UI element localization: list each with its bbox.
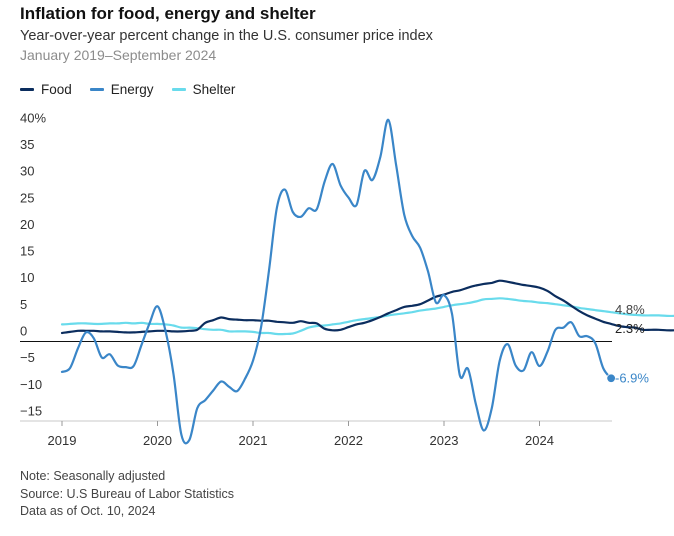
legend: Food Energy Shelter — [20, 82, 235, 97]
legend-item-energy: Energy — [89, 82, 154, 97]
x-tick-label: 2021 — [239, 433, 268, 448]
legend-swatch-energy — [89, 88, 104, 91]
y-tick-label: 35 — [20, 137, 34, 152]
footer-asof: Data as of Oct. 10, 2024 — [20, 504, 156, 518]
x-tick-label: 2023 — [430, 433, 459, 448]
y-tick-label: 5 — [20, 297, 27, 312]
series-line-food — [60, 279, 674, 335]
legend-swatch-food — [20, 88, 34, 91]
y-tick-label: 10 — [20, 270, 34, 285]
end-label-energy: -6.9% — [615, 370, 649, 385]
x-tick-label: 2024 — [525, 433, 554, 448]
y-tick-label: 30 — [20, 164, 34, 179]
y-tick-label: −15 — [20, 403, 42, 418]
y-tick-label: 15 — [20, 244, 34, 259]
legend-label-food: Food — [41, 82, 72, 97]
footer: Note: Seasonally adjusted Source: U.S Bu… — [20, 468, 234, 521]
y-tick-label: 40% — [20, 110, 46, 125]
end-label-shelter: 4.8% — [615, 302, 645, 317]
x-tick-label: 2019 — [48, 433, 77, 448]
series-line-shelter — [60, 297, 674, 336]
x-tick-label: 2022 — [334, 433, 363, 448]
y-tick-label: 0 — [20, 324, 27, 339]
footer-note: Note: Seasonally adjusted — [20, 469, 166, 483]
y-tick-label: 20 — [20, 217, 34, 232]
y-tick-label: −10 — [20, 377, 42, 392]
date-range: January 2019–September 2024 — [20, 47, 217, 63]
legend-item-shelter: Shelter — [171, 82, 236, 97]
y-tick-label: −5 — [20, 350, 35, 365]
end-point-energy — [606, 373, 616, 383]
chart-title: Inflation for food, energy and shelter — [20, 4, 316, 23]
series-line-energy — [60, 118, 613, 445]
y-tick-label: 25 — [20, 190, 34, 205]
end-label-food: 2.3% — [615, 321, 645, 336]
legend-item-food: Food — [20, 82, 72, 97]
x-tick-label: 2020 — [143, 433, 172, 448]
legend-label-energy: Energy — [110, 82, 154, 97]
footer-source: Source: U.S Bureau of Labor Statistics — [20, 486, 234, 501]
chart-subtitle: Year-over-year percent change in the U.S… — [20, 28, 433, 44]
legend-label-shelter: Shelter — [192, 82, 236, 97]
legend-swatch-shelter — [171, 88, 186, 91]
